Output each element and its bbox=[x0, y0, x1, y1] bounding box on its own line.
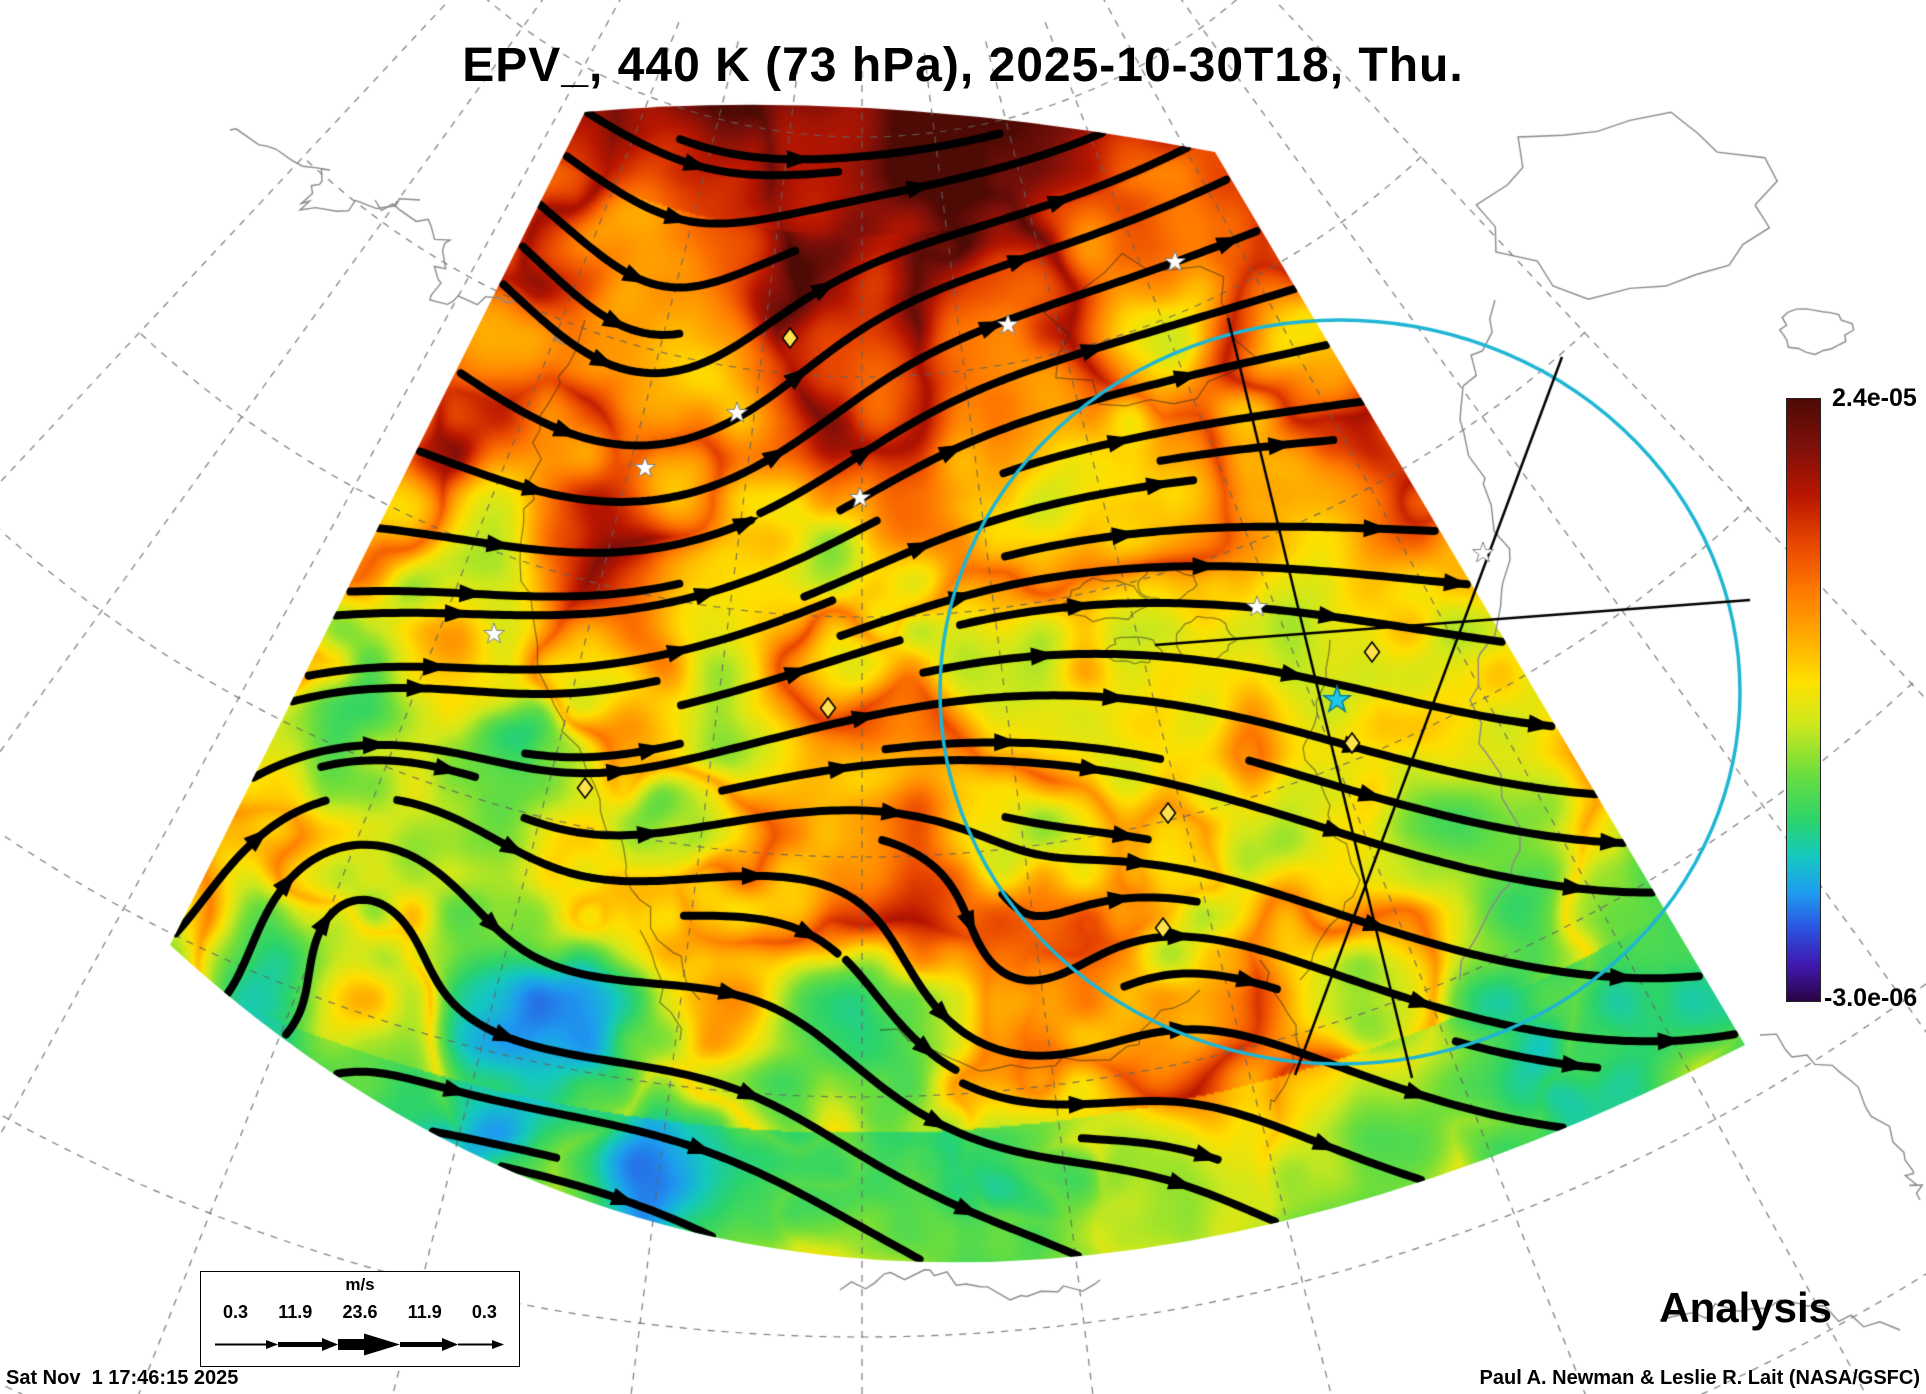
colorbar-max-label: 2.4e-05 bbox=[1832, 384, 1917, 412]
credit: Paul A. Newman & Leslie R. Lait (NASA/GS… bbox=[1479, 1367, 1920, 1389]
wind-legend-value: 0.3 bbox=[471, 1302, 497, 1322]
wind-legend-value: 11.9 bbox=[407, 1302, 442, 1322]
colorbar-gradient bbox=[1786, 398, 1821, 1002]
colorbar-min-label: -3.0e-06 bbox=[1824, 984, 1918, 1012]
wind-speed-legend: m/s 0.3 11.9 23.6 11.9 0.3 bbox=[200, 1271, 520, 1367]
analysis-label: Analysis bbox=[1659, 1284, 1832, 1331]
wind-legend-value: 0.3 bbox=[223, 1302, 249, 1322]
wind-legend-value: 11.9 bbox=[278, 1302, 313, 1322]
wind-legend-values: 0.3 11.9 23.6 11.9 0.3 bbox=[201, 1303, 519, 1321]
wind-speed-arrow-icon bbox=[215, 1333, 504, 1356]
wind-legend-units: m/s bbox=[345, 1275, 375, 1294]
wind-legend-value: 23.6 bbox=[342, 1302, 378, 1322]
creation-timestamp: Sat Nov 1 17:46:15 2025 bbox=[6, 1367, 239, 1389]
page-title: EPV_, 440 K (73 hPa), 2025-10-30T18, Thu… bbox=[462, 39, 1464, 92]
